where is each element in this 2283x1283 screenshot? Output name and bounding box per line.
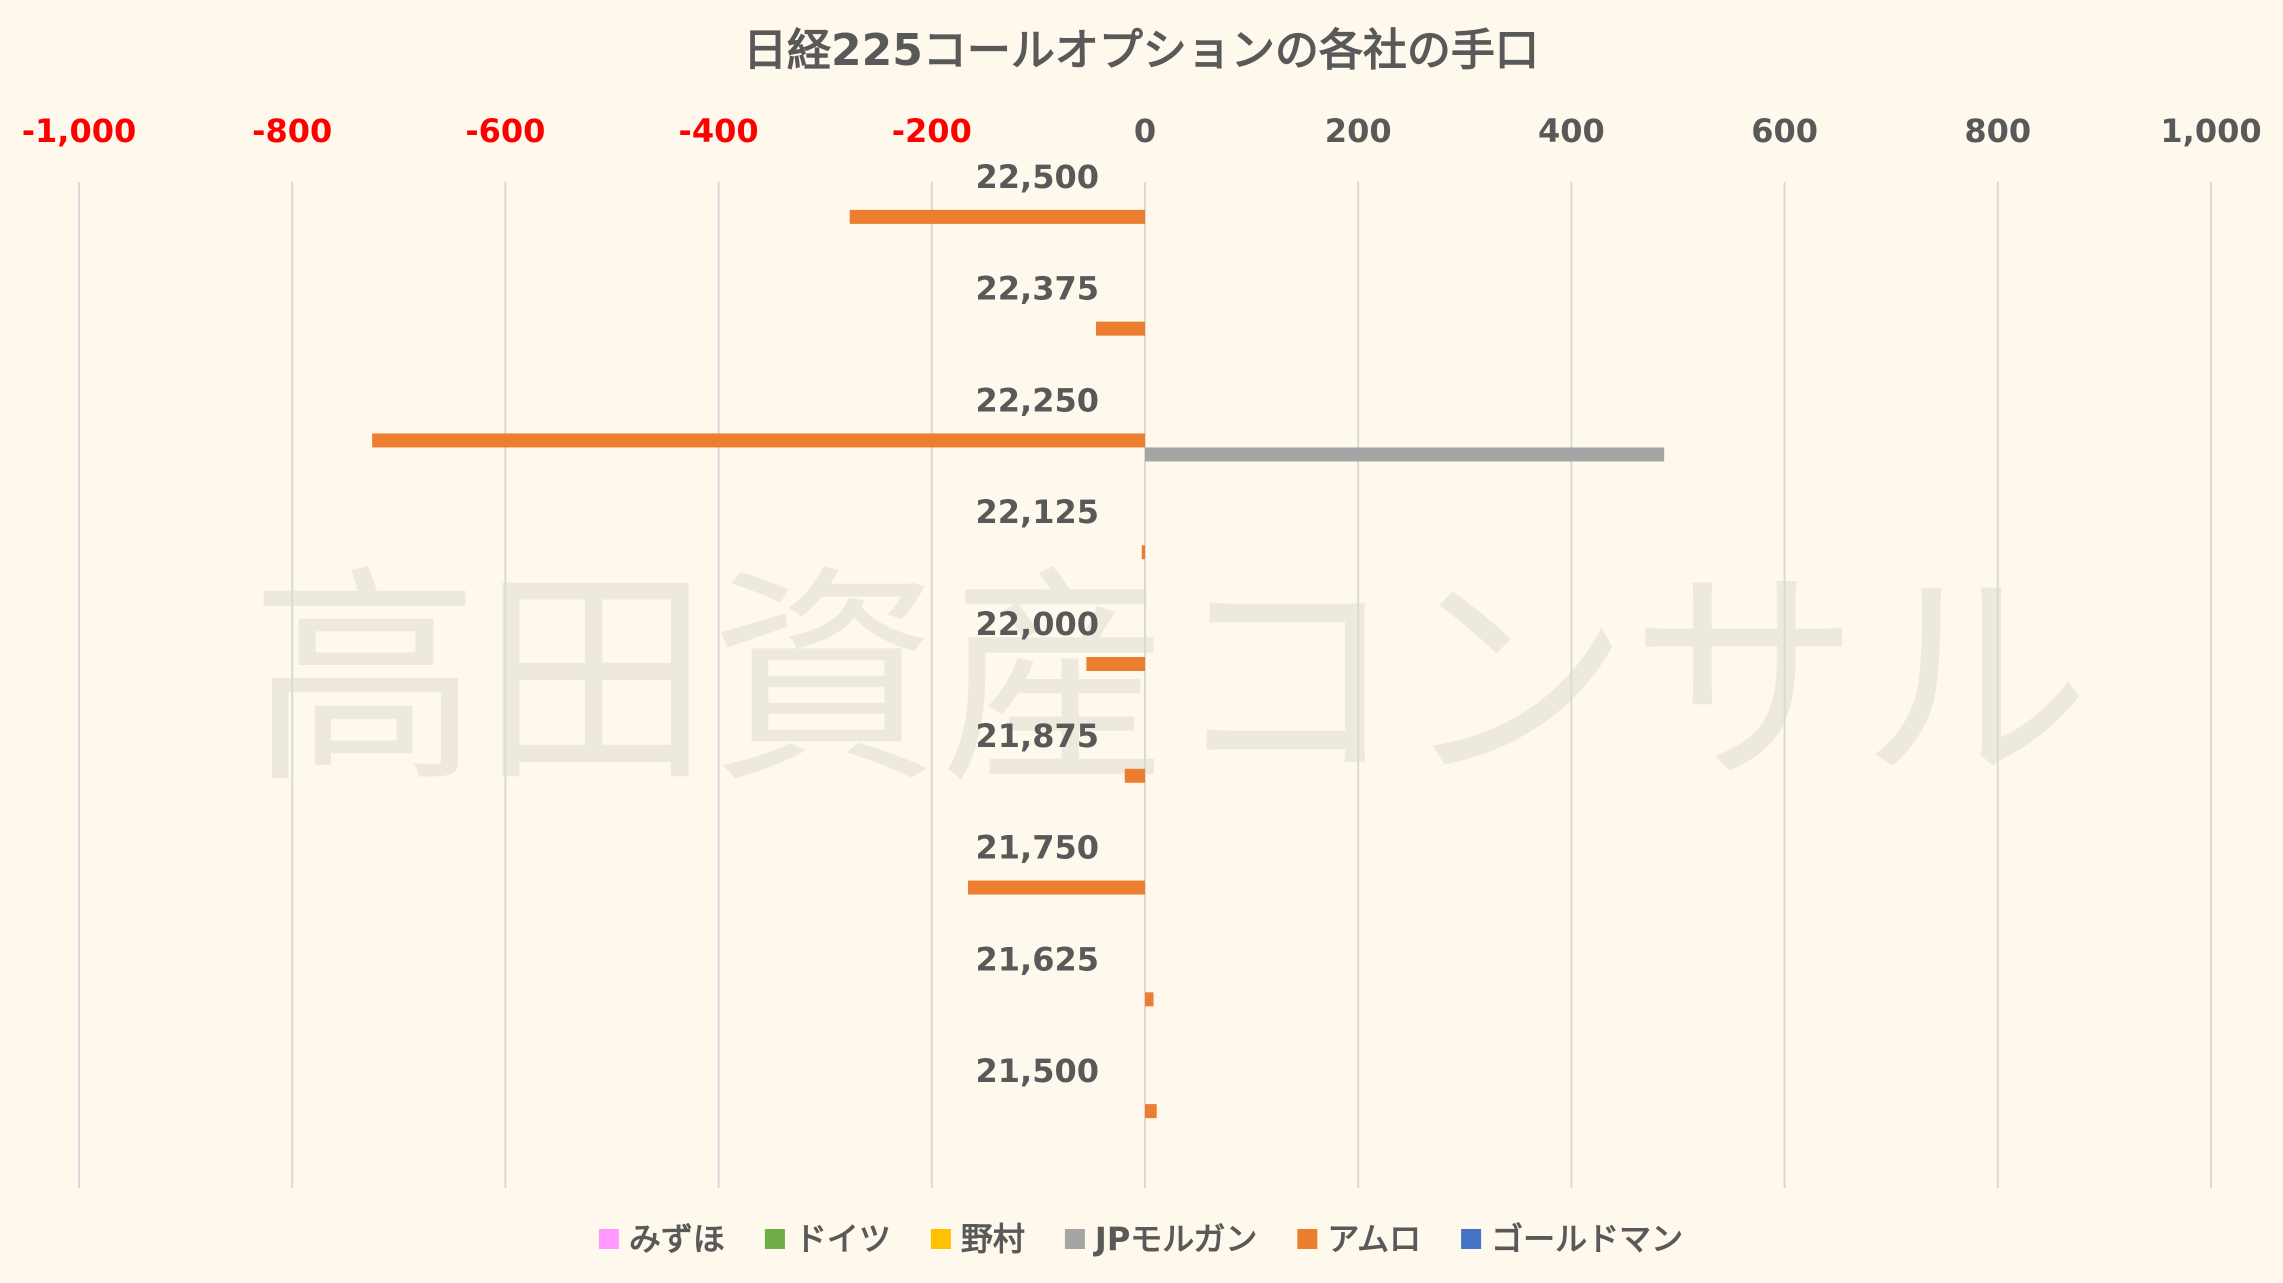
- x-tick-label: -200: [892, 112, 972, 150]
- legend-swatch: [1461, 1229, 1482, 1249]
- bar-2-3: [1145, 447, 1665, 462]
- legend-label: JPモルガン: [1093, 1220, 1257, 1258]
- bar-0-4: [849, 209, 1145, 224]
- legend-label: ドイツ: [795, 1220, 891, 1258]
- bar-3-4: [1141, 545, 1145, 560]
- bar-2-4: [372, 433, 1145, 448]
- legend-label: 野村: [961, 1220, 1025, 1258]
- legend-swatch: [598, 1229, 619, 1249]
- category-label: 21,625: [976, 940, 1099, 978]
- legend-swatch: [1297, 1229, 1318, 1249]
- bar-5-4: [1124, 768, 1145, 783]
- bar-6-4: [968, 880, 1145, 895]
- category-label: 21,875: [976, 717, 1099, 755]
- gridlines: [78, 182, 2212, 1188]
- legend-swatch: [930, 1229, 951, 1249]
- x-axis-ticks: -1,000 -800 -600 -400 -200 0 200 400 600 800 1,000: [22, 112, 2262, 150]
- bar-8-4: [1145, 1104, 1157, 1119]
- x-tick-label: 200: [1325, 112, 1392, 150]
- bar-7-4: [1145, 992, 1154, 1007]
- legend-label: ゴールドマン: [1491, 1220, 1683, 1258]
- x-tick-label: 600: [1751, 112, 1818, 150]
- watermark-text: 高田資産コンサル: [250, 548, 2090, 815]
- category-label: 22,500: [976, 158, 1099, 196]
- bar-1-4: [1095, 321, 1145, 336]
- x-tick-label: -800: [252, 112, 332, 150]
- x-tick-label: -1,000: [22, 112, 137, 150]
- category-label: 22,375: [976, 270, 1099, 308]
- category-labels: 22,500 22,375 22,250 22,125 22,000 21,875 21,7…: [976, 158, 1099, 1090]
- x-tick-label: 800: [1964, 112, 2031, 150]
- legend-swatch: [764, 1229, 785, 1249]
- x-tick-label: 400: [1538, 112, 1605, 150]
- category-label: 21,500: [976, 1052, 1099, 1090]
- legend-label: アムロ: [1327, 1220, 1421, 1258]
- bar-4-4: [1086, 657, 1145, 671]
- legend: みずほ ドイツ 野村 JPモルガン アムロ ゴールドマン: [598, 1220, 1683, 1258]
- category-label: 22,125: [976, 493, 1099, 531]
- category-label: 22,250: [976, 381, 1099, 419]
- x-tick-label: 0: [1134, 112, 1156, 150]
- legend-swatch: [1064, 1229, 1085, 1249]
- legend-label: みずほ: [629, 1220, 725, 1258]
- x-tick-label: 1,000: [2160, 112, 2261, 150]
- category-label: 21,750: [976, 829, 1099, 867]
- x-tick-label: -600: [465, 112, 545, 150]
- x-tick-label: -400: [679, 112, 759, 150]
- category-label: 22,000: [976, 605, 1099, 643]
- bars: [372, 209, 1665, 1119]
- chart-title: 日経225コールオプションの各社の手口: [743, 25, 1539, 76]
